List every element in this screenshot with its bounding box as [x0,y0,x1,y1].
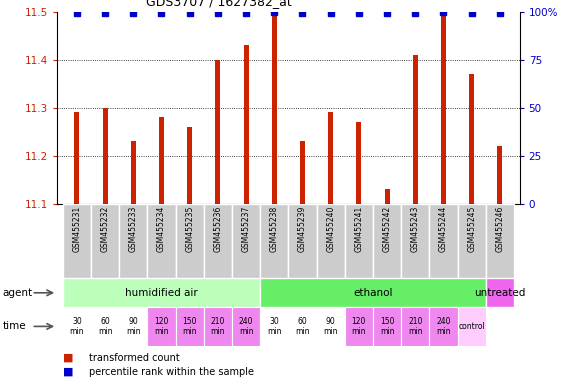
Text: GSM455231: GSM455231 [73,206,81,252]
Text: 30
min: 30 min [267,317,282,336]
Text: GSM455240: GSM455240 [326,206,335,252]
Bar [413,55,418,204]
Bar [103,108,107,204]
Text: 60
min: 60 min [98,317,112,336]
Bar [91,204,119,278]
Bar [384,189,389,204]
Bar [91,307,119,346]
Text: time: time [3,321,26,331]
Bar [131,141,136,204]
Bar [74,113,79,204]
Bar [272,17,277,204]
Bar [260,307,288,346]
Bar [300,141,305,204]
Text: GSM455237: GSM455237 [242,206,251,252]
Text: GSM455242: GSM455242 [383,206,392,252]
Bar [429,204,457,278]
Bar [457,204,486,278]
Bar [469,74,474,204]
Text: GSM455239: GSM455239 [298,206,307,252]
Text: agent: agent [3,288,33,298]
Text: 150
min: 150 min [182,317,197,336]
Text: 120
min: 120 min [154,317,168,336]
Text: GSM455245: GSM455245 [467,206,476,252]
Text: control: control [459,322,485,331]
Bar [486,278,514,307]
Text: ■: ■ [63,366,73,377]
Bar [187,127,192,204]
Bar [232,307,260,346]
Bar [373,307,401,346]
Text: humidified air: humidified air [125,288,198,298]
Text: 120
min: 120 min [352,317,366,336]
Text: GSM455238: GSM455238 [270,206,279,252]
Text: 60
min: 60 min [295,317,309,336]
Bar [119,307,147,346]
Text: 240
min: 240 min [436,317,451,336]
Bar [345,307,373,346]
Text: GSM455232: GSM455232 [100,206,110,252]
Bar [401,204,429,278]
Bar [486,204,514,278]
Text: GSM455235: GSM455235 [185,206,194,252]
Bar [243,45,248,204]
Bar [288,204,316,278]
Text: GSM455233: GSM455233 [128,206,138,252]
Text: 90
min: 90 min [126,317,140,336]
Text: 240
min: 240 min [239,317,254,336]
Text: GSM455236: GSM455236 [214,206,222,252]
Bar [147,204,175,278]
Bar [345,204,373,278]
Bar [175,204,204,278]
Bar [373,204,401,278]
Bar [175,307,204,346]
Text: ethanol: ethanol [353,288,393,298]
Bar [63,278,260,307]
Bar [457,307,486,346]
Bar [63,307,91,346]
Text: 210
min: 210 min [408,317,423,336]
Text: GSM455243: GSM455243 [411,206,420,252]
Bar [204,204,232,278]
Bar [204,307,232,346]
Bar [63,204,91,278]
Text: GSM455241: GSM455241 [355,206,363,252]
Bar [232,204,260,278]
Bar [260,278,486,307]
Bar [429,307,457,346]
Text: 150
min: 150 min [380,317,395,336]
Text: GSM455244: GSM455244 [439,206,448,252]
Text: percentile rank within the sample: percentile rank within the sample [89,366,254,377]
Bar [119,204,147,278]
Text: GSM455234: GSM455234 [157,206,166,252]
Bar [497,146,502,204]
Bar [260,204,288,278]
Bar [401,307,429,346]
Bar [288,307,316,346]
Text: GSM455246: GSM455246 [496,206,504,252]
Bar [159,117,164,204]
Text: 30
min: 30 min [70,317,84,336]
Bar [316,307,345,346]
Bar [316,204,345,278]
Text: transformed count: transformed count [89,353,179,363]
Bar [441,17,446,204]
Bar [215,60,220,204]
Text: ■: ■ [63,353,73,363]
Text: 210
min: 210 min [211,317,225,336]
Bar [147,307,175,346]
Text: GDS3707 / 1627382_at: GDS3707 / 1627382_at [146,0,292,8]
Text: untreated: untreated [474,288,525,298]
Text: 90
min: 90 min [323,317,338,336]
Bar [328,113,333,204]
Bar [356,122,361,204]
